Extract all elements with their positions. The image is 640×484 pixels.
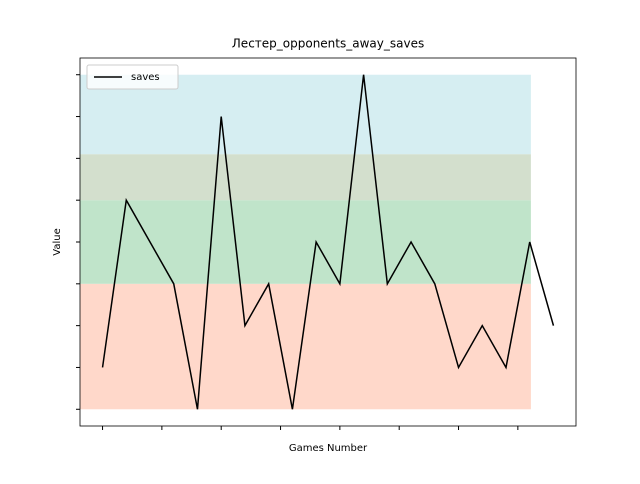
legend-box — [86, 64, 179, 90]
legend-label: saves — [131, 72, 160, 83]
y-axis-label: Value — [52, 228, 63, 255]
chart-title: Лестер_opponents_away_saves — [232, 37, 424, 51]
x-axis-label: Games Number — [289, 443, 368, 454]
band — [80, 200, 531, 284]
line — [101, 74, 555, 410]
band — [80, 154, 531, 201]
band — [80, 283, 531, 410]
axes-frame — [79, 57, 577, 427]
